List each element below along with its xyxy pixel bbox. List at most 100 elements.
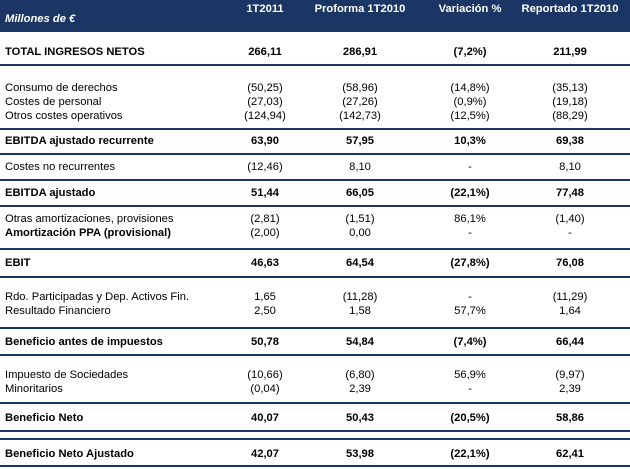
table-row: EBITDA ajustado 51,44 66,05 (22,1%) 77,4…: [0, 186, 630, 200]
table-header: Millones de € 1T2011 Proforma 1T2010 Var…: [0, 0, 630, 32]
row-label: Beneficio Neto: [5, 412, 84, 424]
row-label: Amortización PPA (provisional): [5, 227, 171, 239]
cell-reportado: 66,44: [556, 336, 584, 348]
cell-proforma: 66,05: [346, 187, 374, 199]
cell-reportado: 58,86: [556, 412, 584, 424]
row-label: Costes no recurrentes: [5, 161, 116, 173]
cell-variacion: 57,7%: [454, 305, 486, 317]
row-label: Impuesto de Sociedades: [5, 369, 129, 381]
table-row: Resultado Financiero 2,50 1,58 57,7% 1,6…: [0, 304, 630, 318]
cell-proforma: (6,80): [345, 369, 375, 381]
header-col-1t2011: 1T2011: [246, 3, 284, 15]
cell-reportado: 77,48: [556, 187, 584, 199]
cell-variacion: (20,5%): [450, 412, 490, 424]
cell-proforma: (11,28): [342, 291, 378, 303]
cell-1t2011: 42,07: [251, 448, 279, 460]
header-col-reportado: Reportado 1T2010: [521, 3, 619, 15]
cell-variacion: (7,4%): [453, 336, 487, 348]
cell-reportado: 8,10: [559, 161, 581, 173]
cell-variacion: -: [468, 383, 472, 395]
cell-reportado: 211,99: [553, 46, 587, 58]
table-row: EBIT 46,63 64,54 (27,8%) 76,08: [0, 256, 630, 270]
cell-proforma: (1,51): [345, 213, 375, 225]
cell-1t2011: 63,90: [251, 135, 279, 147]
row-label: EBIT: [5, 257, 31, 269]
cell-1t2011: 40,07: [251, 412, 279, 424]
cell-variacion: (0,9%): [453, 96, 487, 108]
row-label: Beneficio Neto Ajustado: [5, 448, 134, 460]
cell-reportado: (11,29): [552, 291, 588, 303]
cell-proforma: 57,95: [346, 135, 374, 147]
row-divider: [0, 354, 630, 356]
row-label: Consumo de derechos: [5, 82, 118, 94]
cell-proforma: (27,26): [342, 96, 378, 108]
row-label: EBITDA ajustado recurrente: [5, 135, 154, 147]
cell-variacion: -: [468, 227, 472, 239]
table-row: Impuesto de Sociedades (10,66) (6,80) 56…: [0, 368, 630, 382]
row-divider: [0, 248, 630, 250]
cell-variacion: (22,1%): [450, 448, 490, 460]
cell-1t2011: (27,03): [247, 96, 283, 108]
row-label: Otras amortizaciones, provisiones: [5, 213, 174, 225]
cell-reportado: (19,18): [552, 96, 588, 108]
cell-variacion: (7,2%): [453, 46, 487, 58]
table-row: Beneficio Neto 40,07 50,43 (20,5%) 58,86: [0, 411, 630, 425]
cell-reportado: 2,39: [559, 383, 581, 395]
row-divider: [0, 64, 630, 66]
row-divider: [0, 205, 630, 207]
row-label: TOTAL INGRESOS NETOS: [5, 46, 145, 58]
cell-variacion: 56,9%: [454, 369, 486, 381]
table-row: Amortización PPA (provisional) (2,00) 0,…: [0, 226, 630, 240]
cell-variacion: (12,5%): [450, 110, 490, 122]
cell-1t2011: (2,00): [250, 227, 280, 239]
cell-proforma: 53,98: [346, 448, 374, 460]
table-row: Costes no recurrentes (12,46) 8,10 - 8,1…: [0, 160, 630, 174]
row-label: EBITDA ajustado: [5, 187, 96, 199]
table-row: Otras amortizaciones, provisiones (2,81)…: [0, 212, 630, 226]
cell-proforma: 286,91: [342, 46, 378, 58]
table-row: TOTAL INGRESOS NETOS 266,11 286,91 (7,2%…: [0, 45, 630, 59]
cell-1t2011: (2,81): [250, 213, 280, 225]
table-row: EBITDA ajustado recurrente 63,90 57,95 1…: [0, 134, 630, 148]
cell-reportado: 69,38: [556, 135, 584, 147]
row-label: Otros costes operativos: [5, 110, 123, 122]
cell-1t2011: (10,66): [247, 369, 283, 381]
cell-reportado: 1,64: [559, 305, 581, 317]
row-divider: [0, 465, 630, 467]
cell-reportado: 62,41: [556, 448, 584, 460]
cell-1t2011: 51,44: [251, 187, 279, 199]
row-label: Costes de personal: [5, 96, 102, 108]
cell-1t2011: 2,50: [254, 305, 276, 317]
cell-1t2011: 1,65: [254, 291, 276, 303]
cell-variacion: -: [468, 161, 472, 173]
cell-1t2011: (0,04): [250, 383, 280, 395]
table-row: Costes de personal (27,03) (27,26) (0,9%…: [0, 95, 630, 109]
row-divider: [0, 276, 630, 278]
cell-reportado: (9,97): [555, 369, 585, 381]
cell-variacion: 86,1%: [454, 213, 486, 225]
cell-proforma: 1,58: [349, 305, 371, 317]
cell-proforma: 0,00: [349, 227, 371, 239]
row-divider: [0, 128, 630, 130]
cell-reportado: (1,40): [555, 213, 585, 225]
cell-proforma: 2,39: [349, 383, 371, 395]
cell-1t2011: (50,25): [247, 82, 283, 94]
cell-reportado: -: [568, 227, 572, 239]
table-row: Beneficio antes de impuestos 50,78 54,84…: [0, 335, 630, 349]
cell-reportado: (88,29): [552, 110, 588, 122]
cell-variacion: (22,1%): [450, 187, 490, 199]
row-divider: [0, 179, 630, 181]
table-row: Otros costes operativos (124,94) (142,73…: [0, 109, 630, 123]
row-divider: [0, 327, 630, 329]
row-divider: [0, 438, 630, 440]
header-col-variacion: Variación %: [438, 3, 502, 15]
table-row: Beneficio Neto Ajustado 42,07 53,98 (22,…: [0, 447, 630, 461]
cell-proforma: (142,73): [339, 110, 381, 122]
row-divider: [0, 430, 630, 432]
cell-reportado: (35,13): [552, 82, 588, 94]
cell-proforma: (58,96): [342, 82, 378, 94]
row-label: Minoritarios: [5, 383, 63, 395]
row-divider: [0, 402, 630, 404]
cell-variacion: -: [468, 291, 472, 303]
row-label: Resultado Financiero: [5, 305, 111, 317]
